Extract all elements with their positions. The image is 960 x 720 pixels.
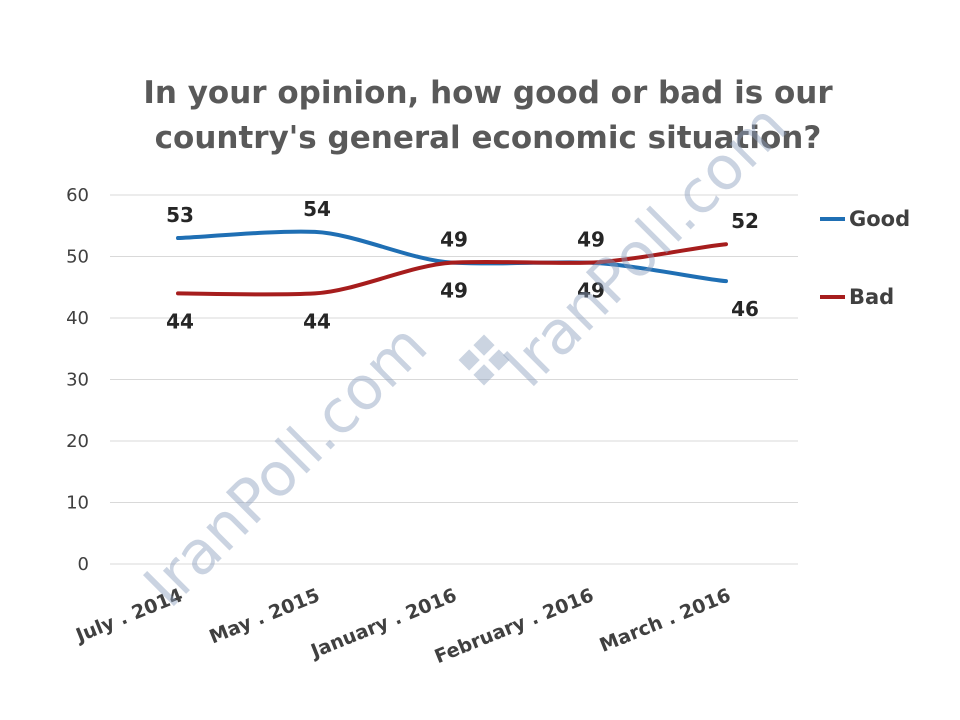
data-label: 49 bbox=[577, 279, 605, 303]
y-tick-label: 40 bbox=[66, 308, 89, 329]
legend-label-good: Good bbox=[849, 207, 910, 231]
chart-title-line-2: country's general economic situation? bbox=[155, 120, 822, 156]
x-tick-label: May . 2015 bbox=[206, 584, 323, 648]
watermark-text: IranPoll.com bbox=[131, 311, 441, 621]
data-label: 49 bbox=[440, 279, 468, 303]
data-label: 54 bbox=[303, 197, 331, 221]
series-lines bbox=[176, 229, 728, 297]
data-label: 46 bbox=[731, 297, 759, 321]
data-label: 52 bbox=[731, 209, 759, 233]
legend-label-bad: Bad bbox=[849, 285, 894, 309]
data-label: 49 bbox=[440, 228, 468, 252]
y-tick-label: 20 bbox=[66, 431, 89, 452]
x-tick-label: March . 2016 bbox=[597, 584, 734, 657]
chart-title-line-1: In your opinion, how good or bad is our bbox=[143, 75, 833, 111]
legend: Good Bad bbox=[820, 207, 910, 309]
chart-title: In your opinion, how good or bad is our … bbox=[143, 75, 833, 156]
series-line-bad bbox=[176, 242, 728, 297]
data-label: 44 bbox=[303, 309, 331, 333]
y-axis-ticks: 0 10 20 30 40 50 60 bbox=[66, 185, 89, 575]
data-label: 44 bbox=[166, 309, 194, 333]
data-label: 53 bbox=[166, 203, 194, 227]
data-labels: 53 54 49 49 46 44 44 49 49 52 bbox=[166, 197, 759, 334]
watermark: IranPoll.com IranPoll.com bbox=[131, 91, 801, 621]
data-label: 49 bbox=[577, 228, 605, 252]
y-tick-label: 30 bbox=[66, 370, 89, 391]
y-tick-label: 0 bbox=[78, 554, 89, 575]
gridlines bbox=[110, 194, 798, 565]
y-tick-label: 10 bbox=[66, 493, 89, 514]
y-tick-label: 60 bbox=[66, 185, 89, 206]
y-tick-label: 50 bbox=[66, 247, 89, 268]
